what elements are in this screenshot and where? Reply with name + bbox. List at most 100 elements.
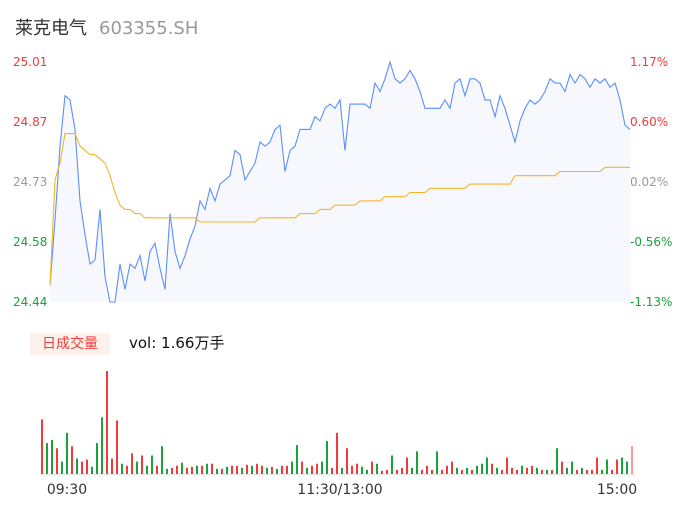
volume-bar: [156, 465, 158, 474]
volume-bar: [496, 467, 498, 474]
volume-bar: [261, 465, 263, 474]
volume-bar: [586, 469, 588, 474]
volume-bar: [596, 457, 598, 474]
volume-bar: [71, 446, 73, 474]
y-tick-left: 24.73: [13, 175, 47, 189]
volume-bar: [221, 468, 223, 474]
volume-bar: [621, 457, 623, 474]
volume-bar: [506, 457, 508, 474]
volume-bar: [551, 469, 553, 474]
volume-bar: [576, 469, 578, 474]
y-tick-right: 0.60%: [630, 115, 668, 129]
volume-bar: [331, 467, 333, 474]
volume-bar: [166, 468, 168, 474]
volume-bar: [316, 463, 318, 474]
volume-panel: [40, 371, 635, 475]
volume-bar: [91, 466, 93, 474]
volume-bar: [196, 465, 198, 474]
volume-bar: [356, 463, 358, 474]
volume-bar: [446, 465, 448, 474]
volume-bar: [176, 465, 178, 474]
y-tick-right: 0.02%: [630, 175, 668, 189]
volume-bar: [626, 461, 628, 474]
volume-bar: [401, 467, 403, 474]
volume-bar: [96, 443, 98, 474]
average-price-line: [49, 133, 630, 286]
y-tick-left: 24.87: [13, 115, 47, 129]
volume-bar: [421, 469, 423, 474]
volume-bar: [231, 465, 233, 474]
daily-volume-tab[interactable]: 日成交量: [30, 333, 110, 355]
volume-bar: [396, 469, 398, 474]
volume-bar: [121, 463, 123, 474]
volume-bar: [606, 459, 608, 474]
volume-bar: [281, 465, 283, 474]
volume-bar: [161, 446, 163, 474]
y-tick-left: 25.01: [13, 55, 47, 69]
volume-bar: [541, 469, 543, 474]
price-line: [49, 60, 631, 303]
volume-bar: [411, 467, 413, 474]
volume-bar: [566, 467, 568, 474]
volume-bar: [321, 461, 323, 474]
volume-bar: [266, 467, 268, 474]
volume-bar: [246, 464, 248, 474]
volume-bar: [346, 448, 348, 474]
volume-bar: [451, 461, 453, 474]
y-tick-right: -0.56%: [630, 235, 672, 249]
volume-bar: [521, 465, 523, 474]
volume-bar: [311, 465, 313, 474]
volume-bar: [516, 469, 518, 474]
volume-bar: [296, 445, 298, 474]
volume-bar: [466, 467, 468, 474]
volume-bar: [406, 457, 408, 474]
volume-bar: [201, 465, 203, 474]
volume-bar: [211, 463, 213, 474]
volume-bar: [171, 467, 173, 474]
volume-bar: [426, 465, 428, 474]
volume-readout: vol: 1.66万手: [129, 334, 225, 352]
volume-bar: [386, 469, 388, 474]
volume-bar: [486, 457, 488, 474]
stock-title: 莱克电气 603355.SH: [15, 14, 198, 40]
volume-bar: [86, 459, 88, 474]
volume-bar: [276, 468, 278, 474]
volume-bar: [381, 470, 383, 474]
volume-bar: [591, 469, 593, 474]
x-tick-label: 09:30: [47, 482, 87, 498]
volume-bar: [616, 459, 618, 474]
volume-bar: [376, 463, 378, 474]
volume-bar: [491, 463, 493, 474]
volume-bar: [106, 371, 108, 474]
volume-bar: [56, 448, 58, 474]
volume-bar: [131, 453, 133, 474]
volume-bar: [366, 469, 368, 474]
stock-code: 603355.SH: [99, 18, 199, 39]
volume-bar: [286, 465, 288, 474]
volume-bar: [341, 467, 343, 474]
price-panel: [49, 60, 631, 303]
volume-bar: [116, 420, 118, 474]
volume-bar: [41, 419, 43, 474]
volume-bar: [251, 465, 253, 474]
volume-bar: [351, 465, 353, 474]
volume-bar: [471, 469, 473, 474]
volume-bar: [206, 463, 208, 474]
x-tick-label: 11:30/13:00: [297, 482, 382, 498]
volume-bar: [601, 469, 603, 474]
volume-bar: [531, 465, 533, 474]
volume-bar: [76, 458, 78, 474]
volume-bar: [481, 463, 483, 474]
y-tick-left: 24.58: [13, 235, 47, 249]
volume-bar: [361, 466, 363, 474]
volume-bar: [511, 467, 513, 474]
stock-name: 莱克电气: [15, 18, 87, 39]
volume-bar: [546, 469, 548, 474]
volume-bar: [391, 455, 393, 474]
axis-labels: 25.01 24.87 24.73 24.58 24.44 1.17% 0.60% 0.02%…: [13, 55, 672, 498]
y-tick-right: 1.17%: [630, 55, 668, 69]
volume-bar: [191, 466, 193, 474]
volume-bar: [441, 469, 443, 474]
price-area-fill: [50, 62, 630, 302]
